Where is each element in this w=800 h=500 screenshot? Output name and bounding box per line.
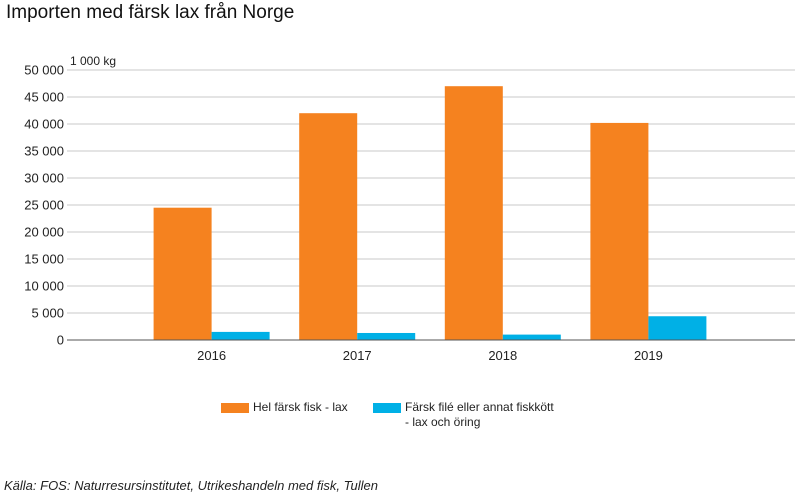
bar-fillet [211, 331, 270, 340]
x-tick-label: 2017 [343, 348, 372, 363]
bar-whole-fish [444, 86, 503, 340]
y-tick-label: 40 000 [24, 117, 64, 132]
bar-fillet [648, 316, 707, 340]
y-unit-label: 1 000 kg [70, 54, 116, 68]
bar-whole-fish [153, 207, 212, 340]
y-tick-label: 30 000 [24, 171, 64, 186]
legend-swatch-fillet [373, 403, 401, 413]
y-tick-label: 5 000 [31, 306, 64, 321]
bar-chart: 0 5 000 10 000 15 000 20 000 25 000 30 000 35 0… [24, 54, 795, 363]
y-tick-label: 10 000 [24, 279, 64, 294]
y-tick-label: 0 [57, 333, 64, 348]
bar-whole-fish [299, 113, 358, 340]
chart-legend: Hel färsk fisk - lax Färsk filé eller an… [221, 400, 641, 440]
legend-label-fillet: Färsk filé eller annat fiskkött - lax oc… [405, 400, 554, 429]
bar-fillet [357, 332, 416, 340]
chart-title: Importen med färsk lax från Norge [6, 2, 295, 23]
x-tick-label: 2018 [488, 348, 517, 363]
legend-item-whole-fish: Hel färsk fisk - lax [221, 400, 348, 415]
legend-label-whole-fish: Hel färsk fisk - lax [253, 400, 348, 414]
y-tick-label: 20 000 [24, 225, 64, 240]
y-tick-label: 15 000 [24, 252, 64, 267]
y-tick-label: 35 000 [24, 144, 64, 159]
legend-swatch-whole-fish [221, 403, 249, 413]
legend-item-fillet: Färsk filé eller annat fiskkött - lax oc… [373, 400, 554, 430]
y-tick-label: 25 000 [24, 198, 64, 213]
x-tick-label: 2016 [197, 348, 226, 363]
x-tick-label: 2019 [634, 348, 663, 363]
source-note: Källa: FOS: Naturresursinstitutet, Utrik… [4, 478, 379, 493]
bar-fillet [502, 334, 561, 340]
bar-whole-fish [590, 122, 649, 340]
y-tick-label: 50 000 [24, 63, 64, 78]
y-tick-label: 45 000 [24, 90, 64, 105]
